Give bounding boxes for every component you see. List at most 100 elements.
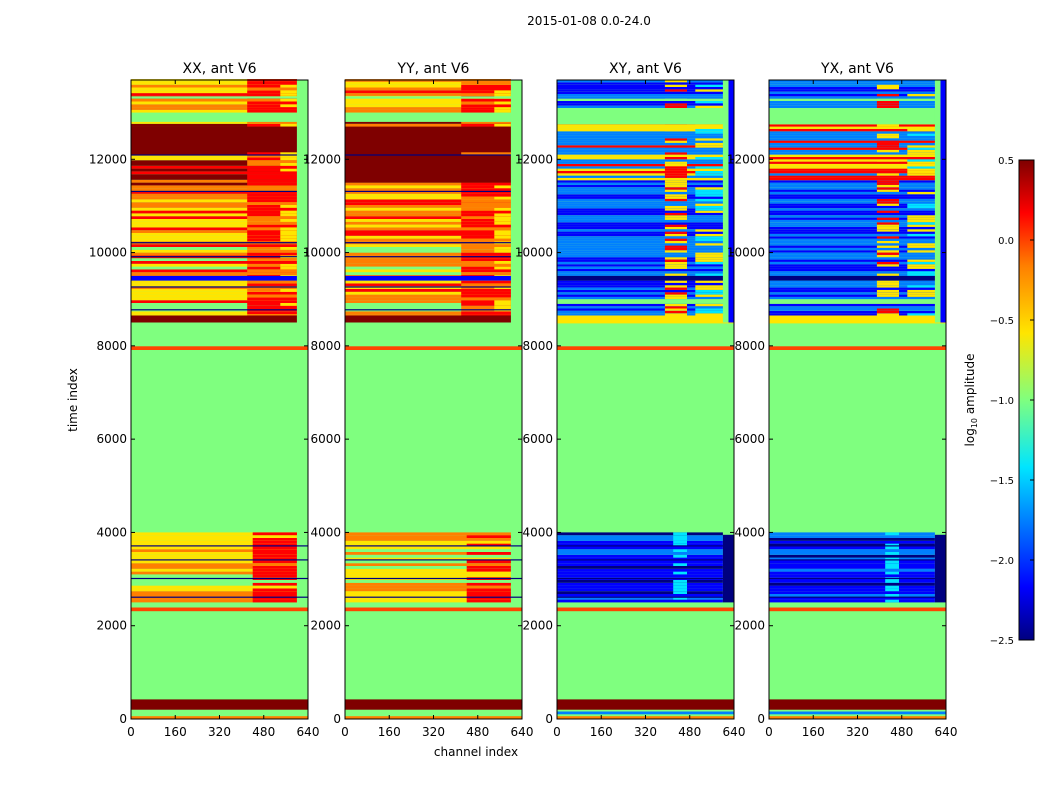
- heatmap-cell: [461, 266, 511, 270]
- heatmap-cell: [131, 283, 297, 287]
- heatmap-cell: [345, 311, 511, 315]
- heatmap-cell: [557, 189, 734, 192]
- heatmap-cell: [131, 272, 297, 275]
- heatmap-cell: [247, 300, 297, 303]
- heatmap-cell: [876, 224, 899, 227]
- heatmap-cell: [695, 138, 723, 141]
- heatmap-cell: [876, 140, 899, 143]
- heatmap-cell: [280, 266, 297, 270]
- heatmap-cell: [131, 227, 297, 231]
- heatmap-cell: [876, 159, 899, 162]
- heatmap-cell: [345, 202, 511, 205]
- heatmap-cell: [252, 594, 297, 597]
- heatmap-cell: [345, 230, 511, 233]
- heatmap-cell: [131, 291, 297, 295]
- heatmap-cell: [461, 303, 511, 306]
- y-tick-label: 2000: [734, 619, 765, 633]
- heatmap-cell: [247, 165, 297, 169]
- heatmap-cell: [557, 96, 734, 99]
- heatmap-cell: [664, 168, 687, 171]
- heatmap-cell: [557, 266, 734, 269]
- heatmap-cell: [461, 269, 511, 273]
- heatmap-cell: [466, 594, 511, 597]
- heatmap-cell: [247, 213, 297, 217]
- heatmap-cell: [345, 261, 511, 264]
- heatmap-cell: [769, 296, 946, 300]
- heatmap-cell: [769, 273, 946, 276]
- x-tick-label: 160: [802, 725, 825, 739]
- heatmap-cell: [769, 711, 946, 715]
- heatmap-cell: [769, 299, 946, 304]
- heatmap-cell: [673, 585, 687, 589]
- heatmap-cell: [131, 233, 297, 236]
- heatmap-cell: [885, 571, 899, 575]
- heatmap-cell: [557, 594, 723, 597]
- heatmap-cell: [769, 310, 946, 314]
- heatmap-cell: [345, 599, 511, 603]
- heatmap-cell: [461, 294, 511, 298]
- heatmap-cell: [769, 98, 946, 101]
- heatmap-cell: [252, 596, 297, 600]
- heatmap-cell: [461, 272, 511, 275]
- heatmap-cell: [695, 280, 723, 283]
- heatmap-cell: [695, 166, 723, 169]
- heatmap-cell: [695, 254, 723, 258]
- heatmap-cell: [876, 103, 899, 106]
- heatmap-cell: [664, 166, 687, 169]
- heatmap-cell: [345, 109, 511, 113]
- heatmap-cell: [494, 213, 511, 217]
- y-tick-label: 2000: [522, 619, 553, 633]
- heatmap-cell: [247, 280, 297, 284]
- heatmap-cell: [557, 535, 723, 538]
- heatmap-cell: [461, 202, 511, 205]
- heatmap-cell: [907, 285, 935, 288]
- heatmap-cell: [247, 174, 297, 177]
- heatmap-cell: [769, 245, 946, 248]
- y-tick-label: 2000: [310, 619, 341, 633]
- heatmap-cell: [247, 193, 297, 197]
- heatmap-cell: [557, 294, 734, 297]
- heatmap-cell: [876, 222, 899, 225]
- heatmap-cell: [907, 259, 935, 262]
- heatmap-cell: [673, 554, 687, 558]
- heatmap-cell: [557, 105, 734, 108]
- heatmap-cell: [673, 538, 687, 541]
- heatmap-cell: [131, 568, 297, 572]
- heatmap-cell: [557, 554, 723, 558]
- heatmap-cell: [557, 538, 723, 541]
- heatmap-cell: [252, 588, 297, 592]
- heatmap-cell: [664, 266, 687, 269]
- heatmap-cell: [557, 166, 734, 169]
- heatmap-cell: [907, 166, 935, 169]
- heatmap-cell: [769, 596, 935, 600]
- flag-line: [557, 607, 734, 612]
- heatmap-cell: [345, 188, 511, 191]
- heatmap-cell: [247, 199, 297, 203]
- dark-line: [131, 242, 308, 244]
- heatmap-cell: [557, 205, 734, 209]
- heatmap-cell: [557, 231, 734, 234]
- heatmap-cell: [247, 261, 297, 264]
- dark-line: [345, 286, 522, 288]
- heatmap-cell: [769, 124, 946, 127]
- heatmap-cell: [876, 150, 899, 153]
- heatmap-cell: [695, 173, 723, 176]
- heatmap-cell: [557, 268, 734, 272]
- heatmap-cell: [345, 269, 511, 273]
- heatmap-cell: [345, 219, 511, 222]
- heatmap-cell: [247, 252, 297, 256]
- x-tick-label: 0: [127, 725, 135, 739]
- heatmap-cell: [664, 292, 687, 295]
- heatmap-cell: [664, 189, 687, 192]
- heatmap-cell: [664, 308, 687, 311]
- heatmap-cell: [769, 219, 946, 223]
- heatmap-cell: [557, 236, 734, 239]
- heatmap-cell: [557, 566, 723, 569]
- heatmap-cell: [131, 591, 297, 594]
- heatmap-cell: [131, 210, 297, 214]
- heatmap-cell: [345, 538, 511, 541]
- heatmap-cell: [722, 80, 734, 323]
- heatmap-cell: [280, 219, 297, 222]
- heatmap-cell: [557, 315, 734, 324]
- heatmap-cell: [131, 96, 308, 99]
